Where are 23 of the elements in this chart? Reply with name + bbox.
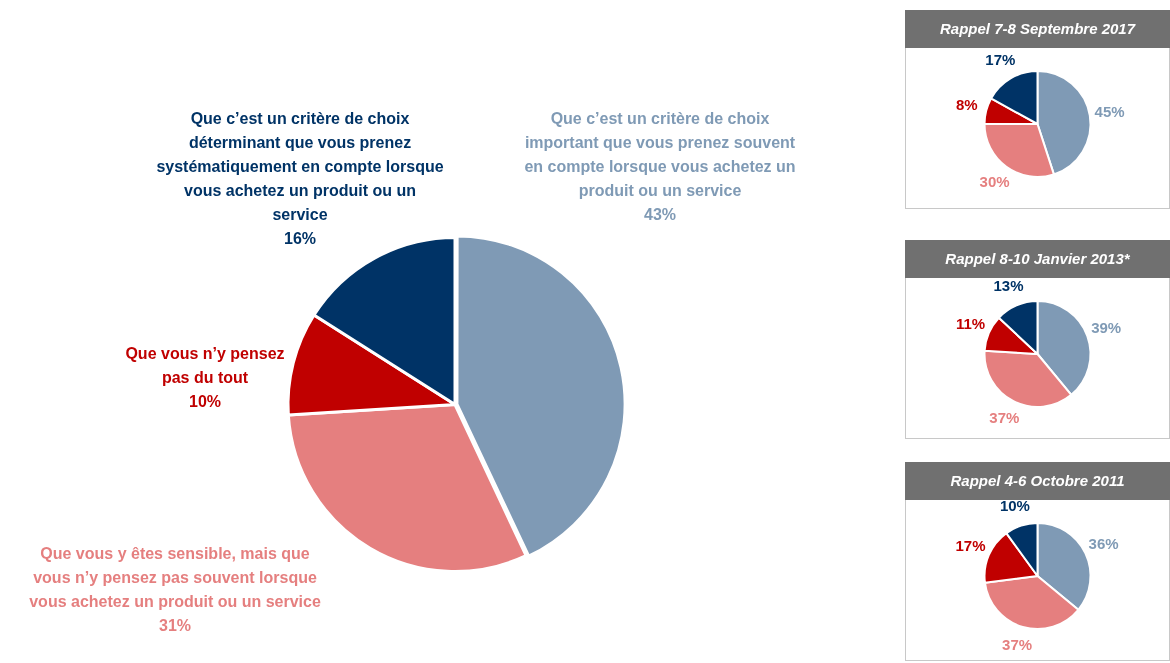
data-label: 37% [1002,636,1033,654]
chart-title: Rappel 4-6 Octobre 2011 [950,472,1125,489]
slice-label: Que c’est un critère de choix déterminant que vous prenez systématiquement en compte lorsque vous achetez un produit ou un service [156,110,444,224]
data-label: 31% [158,617,192,635]
data-label: 17% [955,537,986,555]
data-label: 37% [989,409,1020,427]
chart-title: Rappel 8-10 Janvier 2013* [905,240,1170,278]
data-label: 17% [985,51,1016,69]
data-label: 30% [979,173,1010,191]
data-label: 10% [188,393,222,411]
data-label: 13% [993,277,1024,295]
data-label: 11% [955,315,986,333]
data-label: 45% [1094,102,1125,120]
chart-title: Rappel 7-8 Septembre 2017 [905,10,1170,48]
data-label: 36% [1088,535,1119,553]
data-label: 43% [643,206,677,224]
data-label: 16% [283,230,317,248]
slice-label: Que vous y êtes sensible, mais que vous n’y pensez pas souvent lorsque vous achetez un produit ou un service [29,545,321,611]
data-label: 10% [999,496,1030,514]
slice-label: Que c’est un critère de choix important que vous prenez souvent en compte lorsque vous achetez un produit ou un service [524,110,796,200]
slice-label: Que vous n’y pensez pas du tout [125,345,285,387]
data-label: 8% [955,95,978,113]
data-label: 39% [1091,319,1122,337]
